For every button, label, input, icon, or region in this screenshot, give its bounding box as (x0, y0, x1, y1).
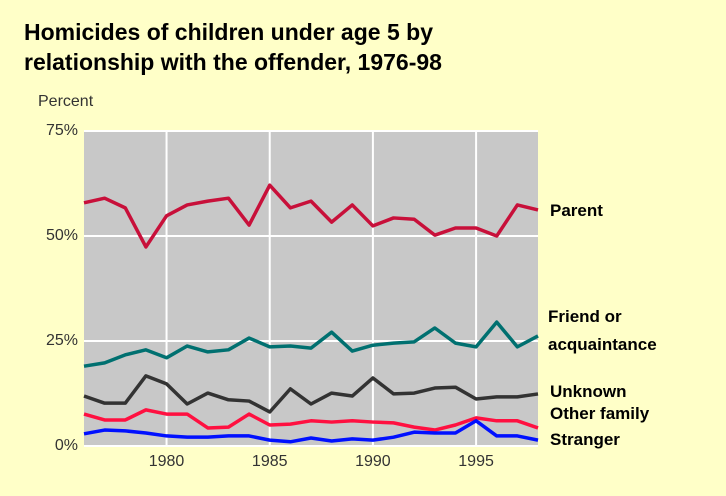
y-axis-label: Percent (38, 93, 94, 110)
x-tick-label: 1990 (355, 453, 391, 470)
y-tick-label: 0% (55, 437, 78, 454)
plot-area (84, 131, 538, 446)
series-line (83, 183, 539, 249)
x-tick-label: 1995 (458, 453, 494, 470)
y-tick-label: 50% (46, 227, 78, 244)
legend-label: Parent (550, 201, 603, 220)
x-tick-label: 1985 (252, 453, 288, 470)
x-tick-label: 1980 (149, 453, 185, 470)
legend-label: Stranger (550, 430, 620, 449)
series-line (83, 419, 539, 444)
legend-label: Other family (550, 404, 650, 423)
y-tick-label: 75% (46, 122, 78, 139)
legend-label: Unknown (550, 382, 627, 401)
legend-label: Friend or acquaintance (548, 307, 657, 354)
chart-title: relationship with the offender, 1976-98 (24, 49, 442, 75)
series-line (83, 374, 539, 414)
y-tick-label: 25% (46, 332, 78, 349)
series-line (83, 408, 539, 432)
chart-title: Homicides of children under age 5 by (24, 19, 433, 45)
series-line (83, 320, 539, 368)
